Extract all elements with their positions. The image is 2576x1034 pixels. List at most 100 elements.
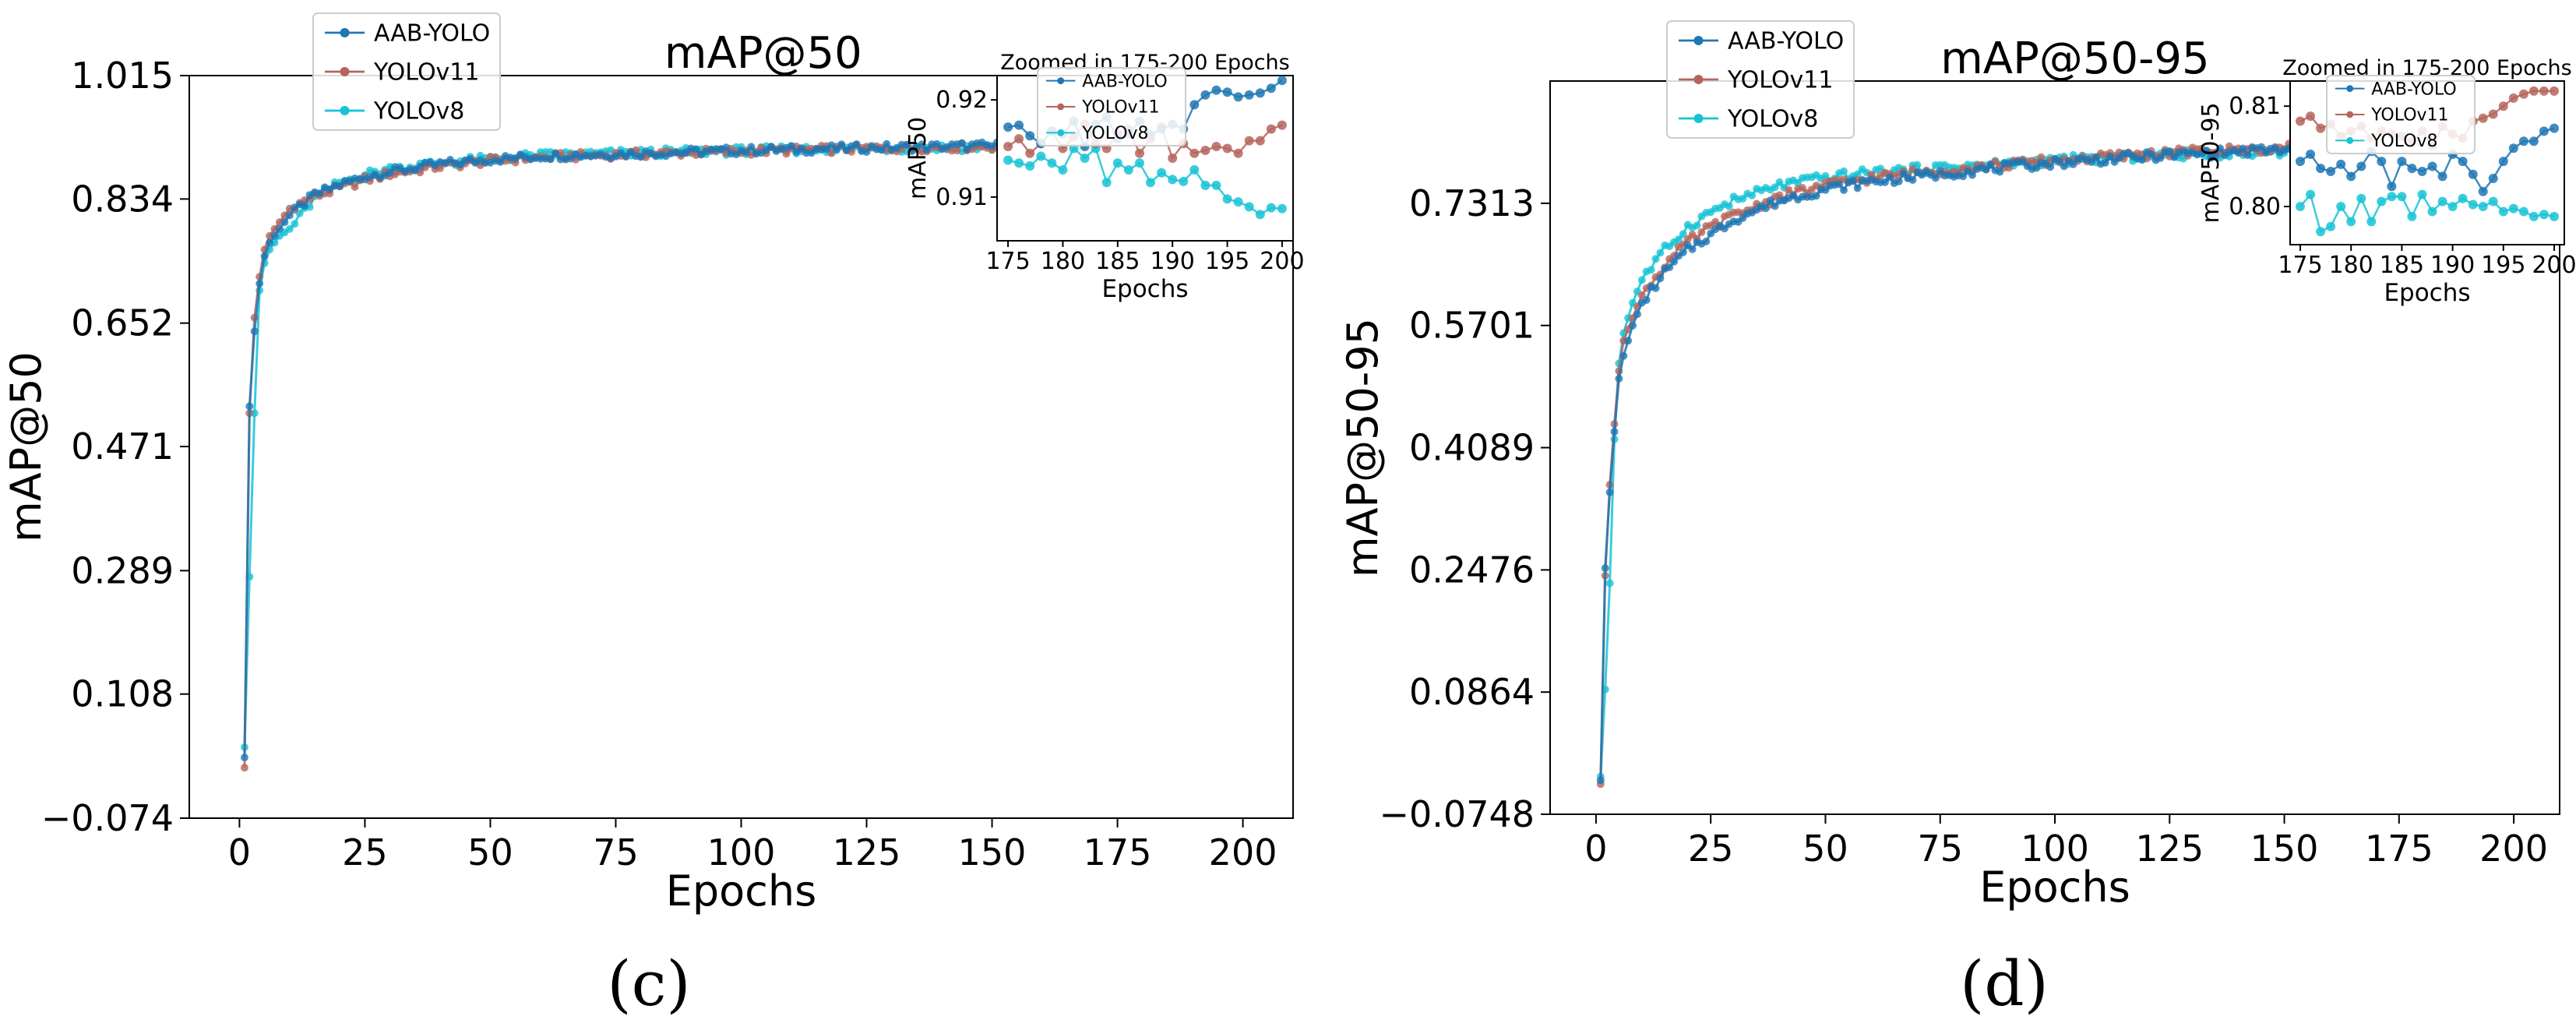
c-inset-point-yolov8-9 <box>1101 178 1112 188</box>
c-point-yolov11-142 <box>953 146 961 155</box>
c-point-aab-yolo-9 <box>285 211 294 220</box>
d-ytick-label-0: −0.0748 <box>1380 793 1535 835</box>
c-xtick-label-3: 75 <box>593 831 639 873</box>
c-point-aab-yolo-1 <box>245 402 254 411</box>
d-point-aab-yolo-87 <box>1996 168 2004 176</box>
c-inset-point-aab-yolo-21 <box>1233 92 1243 102</box>
c-inset-point-aab-yolo-23 <box>1255 88 1265 98</box>
d-inset-point-aab-yolo-2 <box>2316 164 2326 174</box>
d-point-aab-yolo-0 <box>1596 776 1605 785</box>
d-inset-point-aab-yolo-19 <box>2488 174 2498 183</box>
c-point-aab-yolo-3 <box>255 279 264 288</box>
d-inset-xtick-label-0: 175 <box>2278 252 2322 279</box>
d-point-yolov8-12 <box>1651 255 1660 263</box>
c-point-aab-yolo-5 <box>266 238 274 247</box>
d-inset-point-yolov8-15 <box>2447 202 2458 211</box>
d-ytick-label-3: 0.4089 <box>1409 427 1535 469</box>
c-xtick-label-5: 125 <box>833 831 901 873</box>
d-inset-point-aab-yolo-12 <box>2417 167 2427 176</box>
c-inset-legend-label-aab-yolo: AAB-YOLO <box>1082 72 1167 91</box>
c-chart: mAP@50 0 25 50 75 100 125 150 175 200 −0.074 0.108 0… <box>2 12 1305 1020</box>
d-point-aab-yolo-144 <box>2257 143 2266 151</box>
c-point-aab-yolo-105 <box>767 143 776 151</box>
d-inset-point-yolov8-2 <box>2316 227 2326 237</box>
d-point-aab-yolo-5 <box>1619 351 1628 360</box>
c-ylabel: mAP@50 <box>2 351 51 542</box>
d-point-yolov8-18 <box>1679 230 1687 238</box>
c-inset-point-yolov11-15 <box>1168 154 1178 163</box>
d-point-yolov8-33 <box>1748 191 1757 199</box>
d-inset-point-aab-yolo-4 <box>2336 159 2346 169</box>
d-inset-point-yolov11-25 <box>2550 86 2559 96</box>
c-inset-point-yolov8-16 <box>1179 176 1189 186</box>
d-inset-point-aab-yolo-9 <box>2387 182 2397 192</box>
d-main-legend-marker-yolov11 <box>1693 75 1704 84</box>
d-xtick-label-1: 25 <box>1688 828 1734 870</box>
d-point-aab-yolo-47 <box>1812 192 1820 200</box>
d-point-aab-yolo-101 <box>2060 162 2068 171</box>
c-inset-point-yolov8-4 <box>1047 158 1057 168</box>
c-panel-label: (c) <box>607 948 690 1020</box>
d-inset-point-aab-yolo-18 <box>2478 186 2488 196</box>
d-point-yolov8-11 <box>1647 266 1655 274</box>
c-inset-point-yolov8-7 <box>1080 154 1090 163</box>
c-point-aab-yolo-29 <box>386 168 394 177</box>
d-point-aab-yolo-12 <box>1651 284 1660 292</box>
c-point-aab-yolo-79 <box>636 153 645 161</box>
c-point-aab-yolo-133 <box>907 146 916 155</box>
d-inset-point-yolov8-24 <box>2539 210 2549 220</box>
d-inset-xtick-label-3: 190 <box>2430 252 2475 279</box>
d-point-aab-yolo-4 <box>1615 374 1623 383</box>
d-ytick-label-2: 0.2476 <box>1409 549 1535 591</box>
c-inset-point-yolov8-23 <box>1255 210 1265 220</box>
c-point-aab-yolo-111 <box>797 144 805 153</box>
c-inset-point-yolov11-17 <box>1189 148 1200 158</box>
d-inset-point-aab-yolo-17 <box>2468 169 2478 179</box>
c-point-aab-yolo-128 <box>883 139 891 148</box>
c-ytick-label-5: 0.834 <box>71 178 174 220</box>
d-inset-point-yolov8-19 <box>2488 196 2498 206</box>
d-inset-point-yolov8-23 <box>2528 211 2539 221</box>
d-point-yolov11-96 <box>2037 153 2046 161</box>
c-ytick-label-4: 0.652 <box>71 302 174 344</box>
d-point-aab-yolo-110 <box>2101 158 2109 167</box>
d-inset-point-yolov8-14 <box>2437 196 2447 206</box>
c-point-aab-yolo-136 <box>922 146 931 154</box>
d-xtick-label-2: 50 <box>1802 828 1848 870</box>
d-inset-point-yolov11-24 <box>2539 86 2549 96</box>
d-main-legend-label-aab-yolo: AAB-YOLO <box>1728 28 1844 55</box>
c-inset-point-yolov8-11 <box>1123 165 1133 175</box>
c-point-aab-yolo-100 <box>742 148 750 157</box>
c-inset-xlabel: Epochs <box>1101 275 1188 303</box>
d-inset-point-yolov8-25 <box>2550 211 2559 221</box>
d-inset-ytick-label-1: 0.81 <box>2229 93 2281 120</box>
c-ytick-label-6: 1.015 <box>71 55 174 97</box>
c-inset-legend-marker-yolov8 <box>1057 129 1065 136</box>
c-inset-point-aab-yolo-24 <box>1266 83 1276 94</box>
d-inset-point-yolov11-19 <box>2488 109 2498 119</box>
d-point-yolov8-28 <box>1725 202 1733 210</box>
d-point-aab-yolo-63 <box>1885 173 1894 182</box>
c-inset-point-yolov11-1 <box>1014 134 1024 144</box>
d-inset-point-yolov8-7 <box>2366 217 2377 227</box>
c-inset-point-yolov8-1 <box>1014 158 1024 168</box>
c-inset-point-aab-yolo-1 <box>1014 120 1024 130</box>
c-xtick-label-0: 0 <box>228 831 251 873</box>
c-inset-point-aab-yolo-0 <box>1003 122 1013 132</box>
d-point-aab-yolo-10 <box>1642 296 1651 304</box>
c-xtick-label-4: 100 <box>707 831 776 873</box>
d-point-aab-yolo-65 <box>1894 177 1903 185</box>
d-ylabel: mAP@50-95 <box>1338 318 1387 577</box>
d-point-aab-yolo-53 <box>1840 186 1848 194</box>
d-point-yolov8-49 <box>1821 171 1830 180</box>
d-inset-legend-label-aab-yolo: AAB-YOLO <box>2371 79 2456 99</box>
c-inset-point-yolov11-21 <box>1233 148 1243 158</box>
d-point-aab-yolo-1 <box>1601 564 1609 573</box>
d-point-aab-yolo-37 <box>1766 196 1774 205</box>
d-point-aab-yolo-68 <box>1908 176 1917 184</box>
d-inset-point-aab-yolo-23 <box>2528 136 2539 146</box>
d-point-aab-yolo-103 <box>2069 160 2077 168</box>
c-point-aab-yolo-101 <box>747 143 756 151</box>
d-inset-point-yolov8-9 <box>2387 192 2397 202</box>
